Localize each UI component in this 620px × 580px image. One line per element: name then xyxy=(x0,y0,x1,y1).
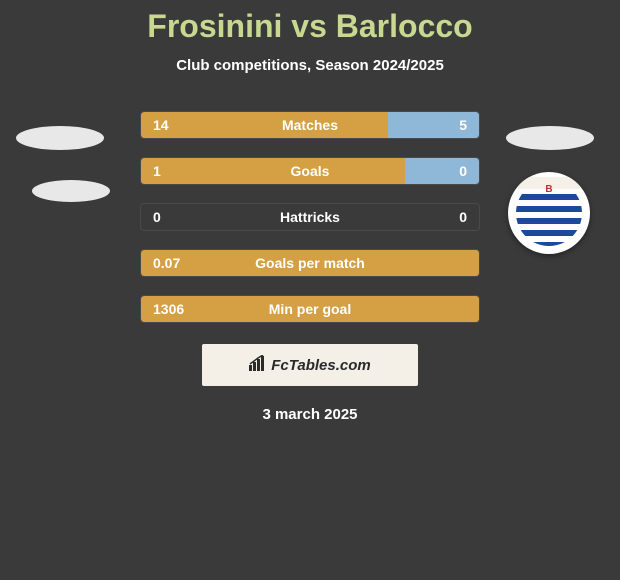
date-text: 3 march 2025 xyxy=(0,406,620,423)
stat-value-right: 0 xyxy=(459,163,467,179)
stat-bar-left xyxy=(141,158,405,184)
chart-icon xyxy=(249,355,267,375)
stat-row: 0.07 Goals per match xyxy=(0,240,620,286)
stat-label: Goals per match xyxy=(255,255,365,271)
stat-value-right: 0 xyxy=(459,209,467,225)
stat-label: Goals xyxy=(291,163,330,179)
badge-letter: B xyxy=(545,184,552,195)
stat-value-right: 5 xyxy=(459,117,467,133)
stat-bar: 1306 Min per goal xyxy=(140,295,480,323)
stat-value-left: 14 xyxy=(153,117,169,133)
stat-rows: 14 5 Matches 1 0 Goals 0 0 Hattricks 0.07 Goals pe… xyxy=(0,102,620,332)
stat-bar: 1 0 Goals xyxy=(140,157,480,185)
stat-bar-left xyxy=(141,112,388,138)
page-title: Frosinini vs Barlocco xyxy=(0,8,620,45)
stat-row: 0 0 Hattricks xyxy=(0,194,620,240)
stat-value-left: 1306 xyxy=(153,301,184,317)
branding-box: FcTables.com xyxy=(202,344,418,386)
stat-label: Hattricks xyxy=(280,209,340,225)
stat-bar: 0.07 Goals per match xyxy=(140,249,480,277)
infographic-container: Frosinini vs Barlocco Club competitions,… xyxy=(0,0,620,423)
stat-bar: 0 0 Hattricks xyxy=(140,203,480,231)
stat-value-left: 1 xyxy=(153,163,161,179)
stat-value-left: 0 xyxy=(153,209,161,225)
branding-label: FcTables.com xyxy=(271,357,370,374)
subtitle: Club competitions, Season 2024/2025 xyxy=(0,57,620,74)
stat-bar-right xyxy=(405,158,479,184)
stat-label: Min per goal xyxy=(269,301,351,317)
stat-bar: 14 5 Matches xyxy=(140,111,480,139)
stat-row: 1306 Min per goal xyxy=(0,286,620,332)
stat-label: Matches xyxy=(282,117,338,133)
stat-value-left: 0.07 xyxy=(153,255,180,271)
stat-row: 14 5 Matches xyxy=(0,102,620,148)
